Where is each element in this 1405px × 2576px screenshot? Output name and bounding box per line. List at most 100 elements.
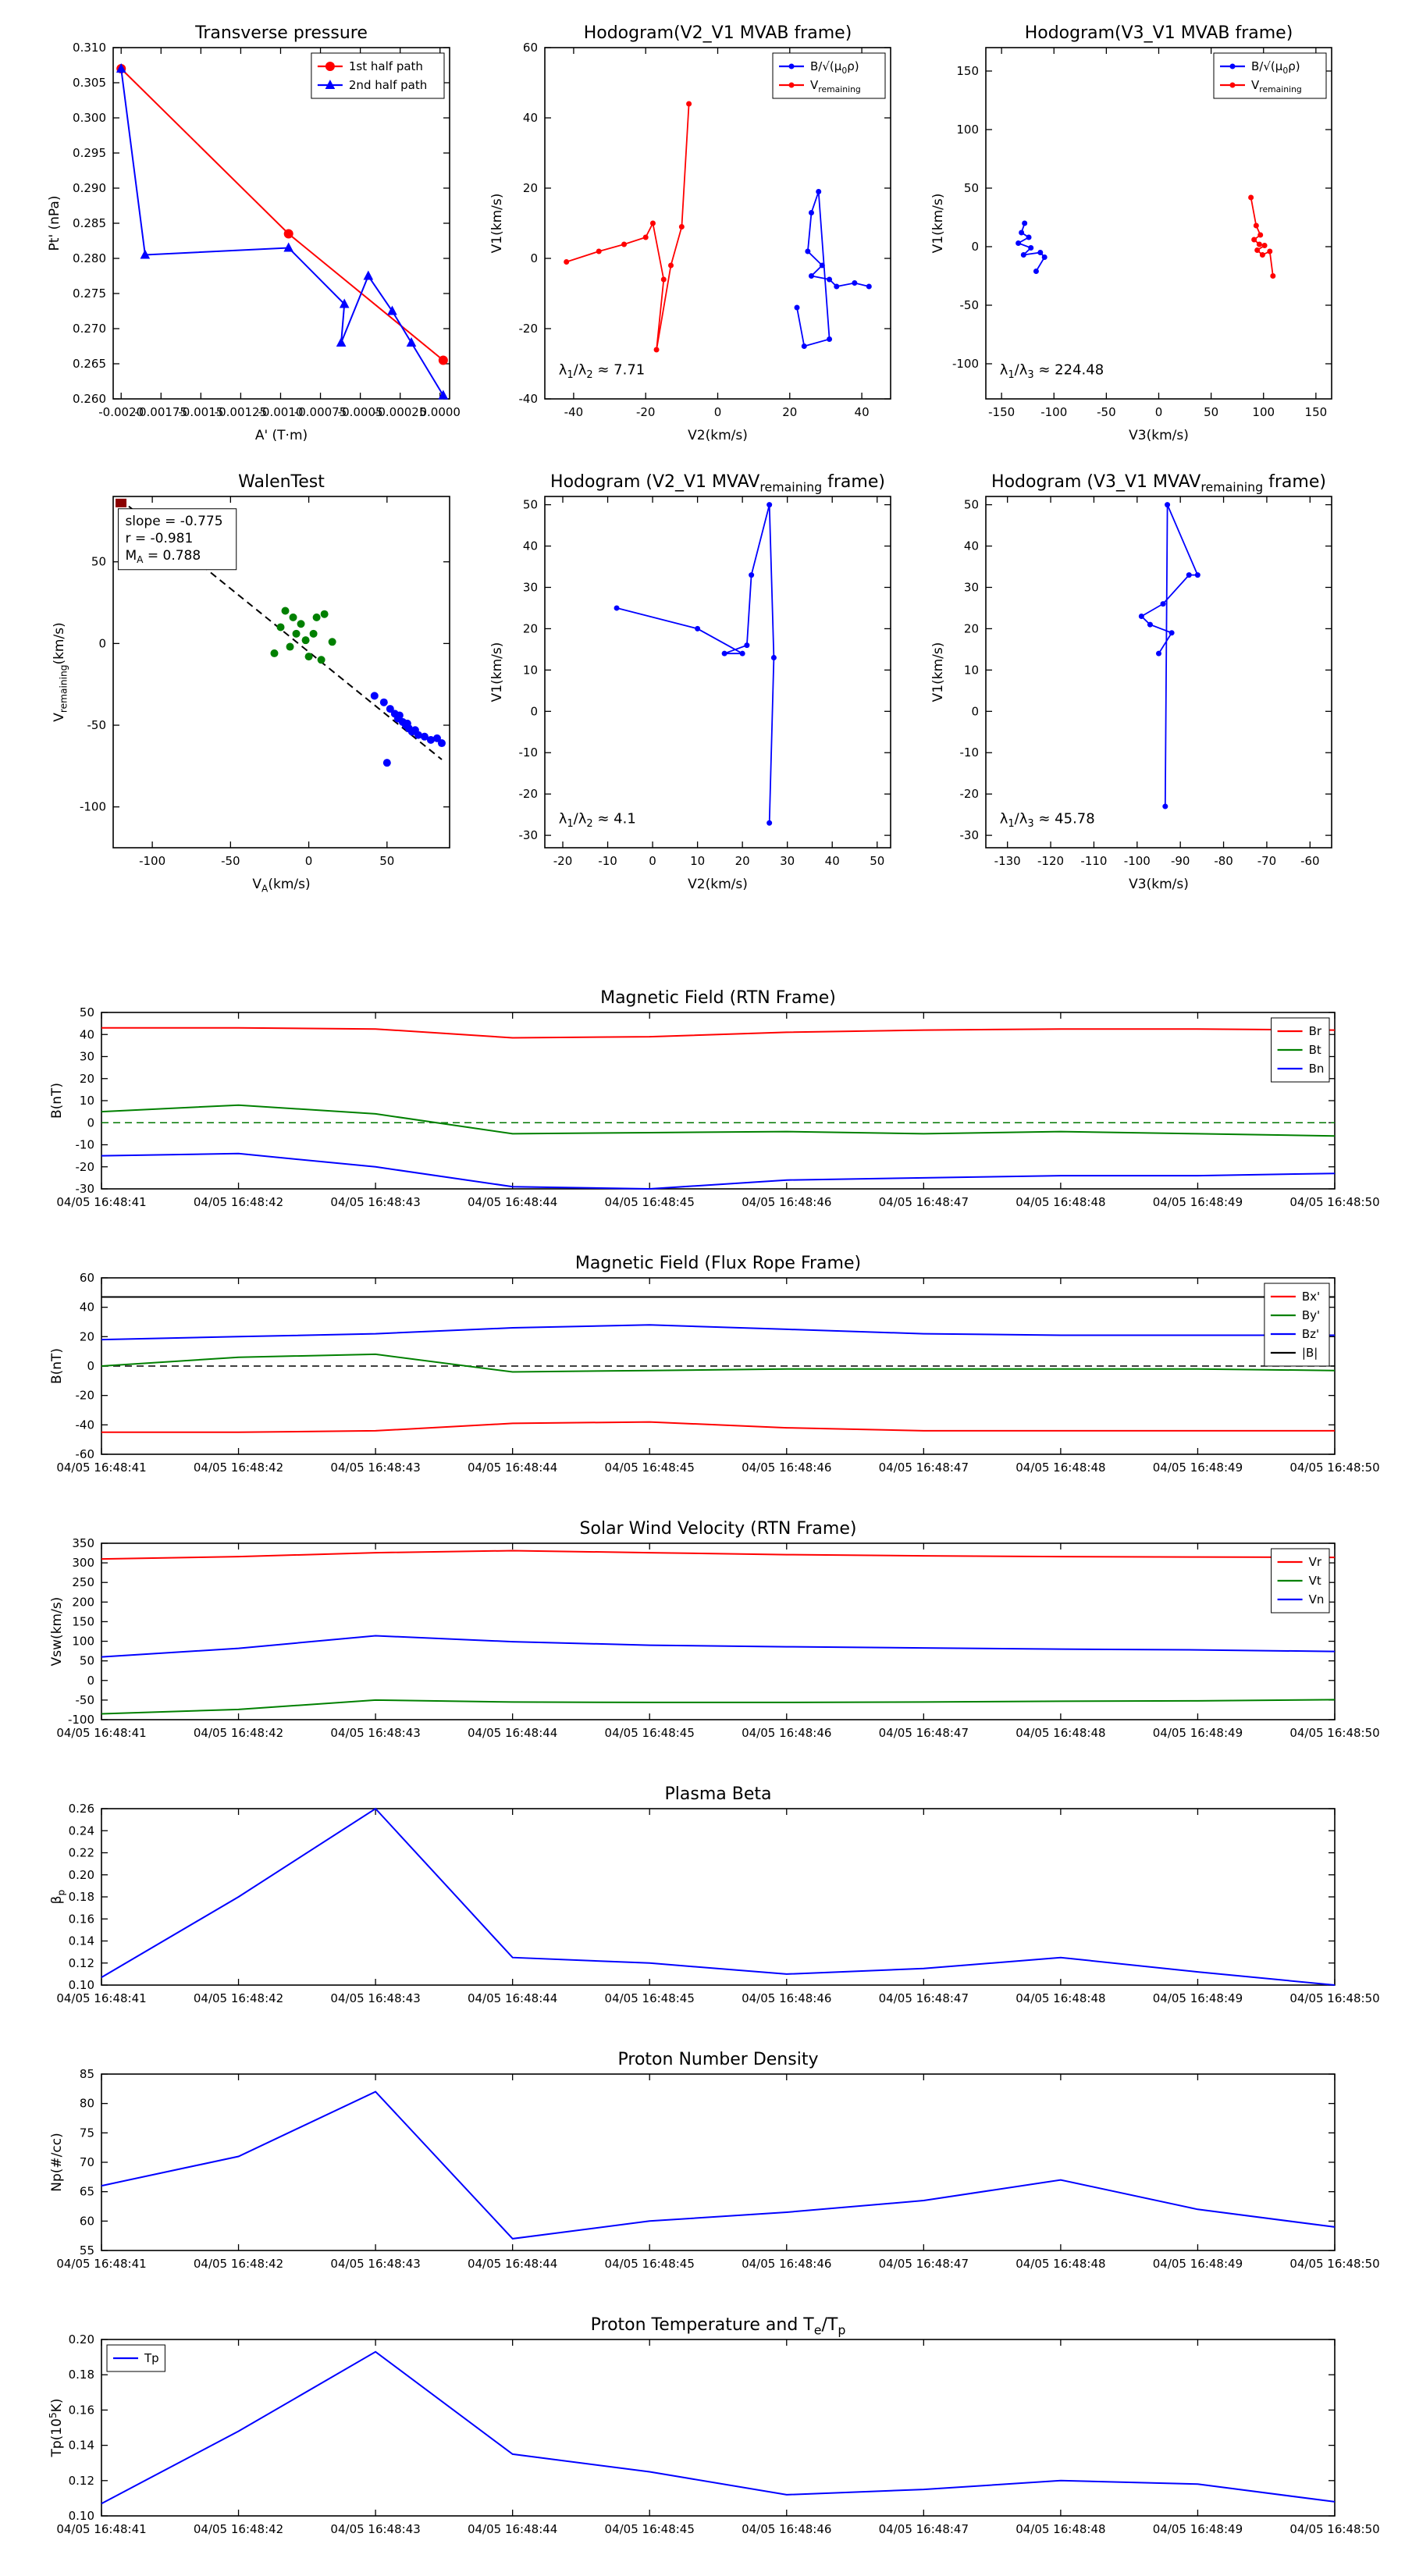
chart-svg-hodogram-v3v1-mvav: Hodogram (V3_V1 MVAVremaining frame) -130… [930,472,1332,892]
legend: Vr Vt Vn [1271,1548,1330,1614]
series-2nd half path [116,63,449,400]
series-Vn [101,1635,1336,1658]
x-tick-label: 20 [735,854,750,868]
x-tick-label: 150 [1305,405,1328,419]
y-axis-label: V1(km/s) [930,194,946,254]
legend-label: Bn [1309,1062,1325,1076]
x-tick-label: 04/05 16:48:46 [742,1726,831,1740]
y-tick-label: 0 [971,704,979,718]
series-V-remaining [1248,194,1276,279]
x-tick-label: 04/05 16:48:50 [1289,1726,1379,1740]
x-tick-label: 04/05 16:48:42 [194,1991,283,2005]
y-tick-label: -10 [519,745,539,760]
y-tick-label: 0.14 [69,2439,94,2453]
plot-title: Magnetic Field (Flux Rope Frame) [575,1254,861,1273]
x-tick-label: -130 [994,854,1021,868]
x-tick-label: 04/05 16:48:42 [194,2522,283,2536]
y-axis-label: V1(km/s) [489,642,505,703]
y-tick-label: 20 [964,621,979,635]
y-tick-label: 0 [971,240,979,254]
x-tick-label: 30 [780,854,795,868]
plot-title: Transverse pressure [194,23,368,43]
plot-title: Hodogram(V2_V1 MVAB frame) [584,23,852,43]
legend: Bx' By' Bz' |B| [1264,1283,1330,1367]
series-Vr [101,1550,1336,1560]
y-axis-label: Tp(105K) [48,2399,65,2458]
y-tick-label: -30 [960,828,980,842]
series-second-half-points [370,692,446,767]
legend: B/√(μ0ρ) Vremaining [1213,52,1327,99]
y-tick-label: 80 [80,2097,94,2111]
y-tick-label: 50 [80,1654,94,1668]
legend: Tp [106,2344,165,2372]
y-tick-label: 0.16 [69,1912,94,1926]
legend-label: Tp [144,2351,159,2365]
chart-svg-hodogram-v3v1-mvab: Hodogram(V3_V1 MVAB frame) -150 -100 -50 0 50… [930,23,1332,443]
y-tick-label: 0.12 [69,1956,94,1970]
x-tick-label: -50 [221,854,240,868]
y-tick-label: 0.280 [73,251,106,265]
y-tick-label: 200 [72,1595,94,1609]
plot-title: Hodogram (V2_V1 MVAVremaining frame) [550,472,885,495]
x-tick-label: 04/05 16:48:50 [1289,1461,1379,1475]
x-tick-label: 04/05 16:48:43 [330,1195,420,1209]
y-tick-label: -50 [960,298,980,312]
y-tick-label: 55 [80,2243,94,2258]
x-tick-label: 04/05 16:48:49 [1153,1726,1243,1740]
legend-label: B/√(μ0ρ) [1251,59,1300,76]
series-Br [101,1026,1336,1039]
x-tick-label: -0.0020 [98,405,144,419]
series-Bz' [101,1324,1335,1341]
series-hodogram-path [1138,502,1200,809]
y-tick-label: -30 [76,1182,95,1196]
x-tick-label: 04/05 16:48:46 [742,1461,831,1475]
x-tick-label: 0 [649,854,656,868]
x-tick-label: 04/05 16:48:43 [330,1726,420,1740]
chart-hodogram-v3v1-mvav: Hodogram (V3_V1 MVAVremaining frame) -130… [917,461,1343,901]
x-tick-label: 04/05 16:48:46 [742,1195,831,1209]
x-tick-label: 04/05 16:48:41 [56,1461,146,1475]
y-tick-label: 70 [80,2155,94,2169]
y-tick-label: 50 [80,1005,94,1019]
series-B-hodogram [1016,220,1048,274]
y-tick-label: 0 [87,1115,94,1130]
x-tick-label: 04/05 16:48:49 [1153,1195,1243,1209]
x-tick-label: 100 [1252,405,1275,419]
y-tick-label: 30 [523,580,538,594]
x-tick-label: 04/05 16:48:45 [605,1726,695,1740]
x-tick-label: 04/05 16:48:47 [879,2522,969,2536]
x-tick-label: 04/05 16:48:42 [194,1726,283,1740]
y-tick-label: -10 [960,745,980,760]
y-tick-label: 0.275 [73,286,106,301]
x-tick-label: 04/05 16:48:44 [468,1195,557,1209]
y-tick-label: 300 [72,1556,94,1570]
y-tick-label: 65 [80,2185,94,2199]
legend-label: Bt [1309,1043,1321,1057]
y-tick-label: -20 [519,322,539,336]
y-tick-label: 20 [523,621,538,635]
y-tick-label: -100 [80,800,106,814]
x-tick-label: 04/05 16:48:41 [56,1195,146,1209]
y-tick-label: 20 [523,181,538,195]
plot-title: Plasma Beta [665,1784,772,1804]
x-tick-label: 04/05 16:48:50 [1289,2522,1379,2536]
chart-svg-walen-test: WalenTest -100 -50 0 50 -100 -50 0 50 VA(km/s) Vre… [52,472,450,894]
x-axis-label: V3(km/s) [1129,877,1189,892]
axes-frame [101,2073,1336,2251]
x-tick-label: -90 [1171,854,1190,868]
x-tick-label: 04/05 16:48:48 [1016,1461,1105,1475]
y-tick-label: 20 [80,1329,94,1343]
chart-svg-proton-number-density: Proton Number Density 04/05 16:48:41 04/05… [49,2050,1380,2271]
chart-magnetic-field-fluxrope: Magnetic Field (Flux Rope Frame) 04/05 16… [43,1245,1385,1498]
legend-label: Vr [1309,1555,1322,1569]
y-tick-label: 40 [523,111,538,125]
x-tick-label: 0 [305,854,313,868]
chart-magnetic-field-rtn: Magnetic Field (RTN Frame) 04/05 16:48:41… [43,980,1385,1233]
y-tick-label: 60 [523,41,538,55]
y-tick-label: 100 [72,1635,94,1649]
y-tick-label: 50 [523,498,538,512]
y-tick-label: -20 [960,787,980,801]
plot-title: Hodogram (V3_V1 MVAVremaining frame) [991,472,1326,495]
x-tick-label: -110 [1080,854,1107,868]
x-tick-label: 04/05 16:48:47 [879,2257,969,2271]
